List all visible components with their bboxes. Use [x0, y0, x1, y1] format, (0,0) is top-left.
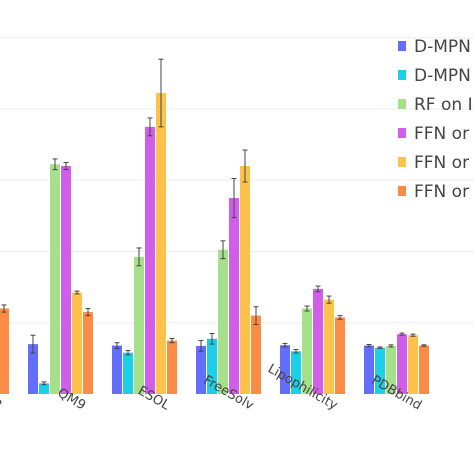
bar[interactable]: [251, 315, 261, 394]
bar[interactable]: [408, 335, 418, 394]
bar[interactable]: [280, 345, 290, 394]
legend-swatch: [398, 99, 406, 109]
legend-label: FFN or: [414, 182, 469, 202]
bar[interactable]: [335, 317, 345, 394]
legend-swatch: [398, 186, 406, 196]
legend-label: D-MPN: [414, 66, 471, 86]
bar[interactable]: [83, 312, 93, 394]
bar[interactable]: [134, 256, 144, 394]
bar[interactable]: [207, 338, 217, 394]
bar[interactable]: [397, 334, 407, 394]
legend[interactable]: D-MPN D-MPN RF on I FFN or FFN or FFN or: [398, 37, 473, 202]
bar[interactable]: [72, 292, 82, 394]
legend-swatch: [398, 70, 406, 80]
bar[interactable]: [167, 340, 177, 394]
legend-item[interactable]: D-MPN: [398, 37, 471, 57]
legend-item[interactable]: FFN or: [398, 124, 469, 144]
bar[interactable]: [291, 351, 301, 394]
bar[interactable]: [386, 345, 396, 394]
legend-label: FFN or: [414, 124, 469, 144]
bar[interactable]: [0, 308, 9, 394]
legend-label: FFN or: [414, 153, 469, 173]
bar[interactable]: [218, 249, 228, 394]
bar[interactable]: [39, 383, 49, 394]
bars-layer: [0, 93, 429, 395]
bar[interactable]: [364, 345, 374, 394]
bar[interactable]: [302, 308, 312, 394]
legend-item[interactable]: D-MPN: [398, 66, 471, 86]
legend-item[interactable]: FFN or: [398, 182, 469, 202]
gridlines: [0, 37, 474, 324]
bar[interactable]: [156, 93, 166, 395]
bar[interactable]: [313, 288, 323, 394]
bar[interactable]: [229, 198, 239, 394]
legend-swatch: [398, 157, 406, 167]
bar[interactable]: [50, 164, 60, 394]
legend-item[interactable]: RF on I: [398, 95, 473, 115]
bar[interactable]: [324, 299, 334, 394]
legend-item[interactable]: FFN or: [398, 153, 469, 173]
legend-label: RF on I: [414, 95, 473, 115]
bar[interactable]: [112, 345, 122, 394]
x-tick-label: QM8: [0, 386, 4, 414]
bar[interactable]: [61, 166, 71, 394]
bar[interactable]: [28, 344, 38, 394]
legend-label: D-MPN: [414, 37, 471, 57]
error-bars-layer: [1, 58, 427, 386]
legend-swatch: [398, 128, 406, 138]
bar[interactable]: [419, 345, 429, 394]
bar[interactable]: [145, 126, 155, 394]
bar[interactable]: [123, 352, 133, 394]
bar[interactable]: [240, 166, 250, 394]
legend-swatch: [398, 41, 406, 51]
bar[interactable]: [375, 347, 385, 394]
bar[interactable]: [196, 345, 206, 394]
